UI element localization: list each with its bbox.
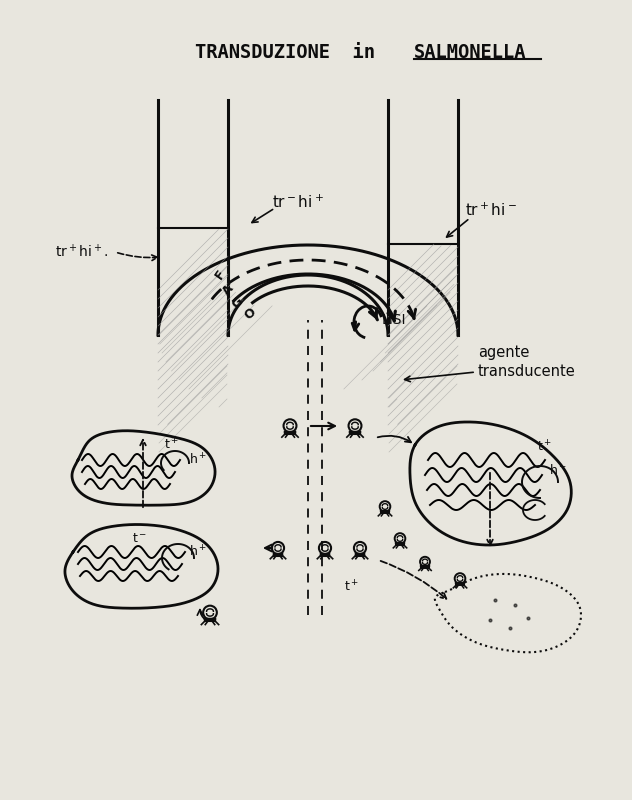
Text: SALMONELLA: SALMONELLA xyxy=(414,42,526,62)
Text: O: O xyxy=(242,306,258,322)
Text: tr$^+$hi$^-$: tr$^+$hi$^-$ xyxy=(465,202,517,218)
Text: h$^-$: h$^-$ xyxy=(549,463,567,477)
Text: agente
transducente: agente transducente xyxy=(478,345,576,379)
Text: A: A xyxy=(220,282,236,298)
Text: t$^+$: t$^+$ xyxy=(164,438,179,453)
Text: G: G xyxy=(230,294,246,311)
Text: t$^-$: t$^-$ xyxy=(133,531,147,545)
Text: h$^+$: h$^+$ xyxy=(189,544,207,560)
Text: t$^+$: t$^+$ xyxy=(537,439,552,454)
Text: tr$^-$hi$^+$: tr$^-$hi$^+$ xyxy=(272,194,324,210)
Text: LISI: LISI xyxy=(382,313,406,327)
Text: TRANSDUZIONE  in: TRANSDUZIONE in xyxy=(195,42,398,62)
Text: h$^+$: h$^+$ xyxy=(189,452,207,468)
Text: t$^+$: t$^+$ xyxy=(344,579,360,594)
Text: tr$^+$hi$^+$.: tr$^+$hi$^+$. xyxy=(55,243,109,261)
Text: F: F xyxy=(212,268,228,282)
